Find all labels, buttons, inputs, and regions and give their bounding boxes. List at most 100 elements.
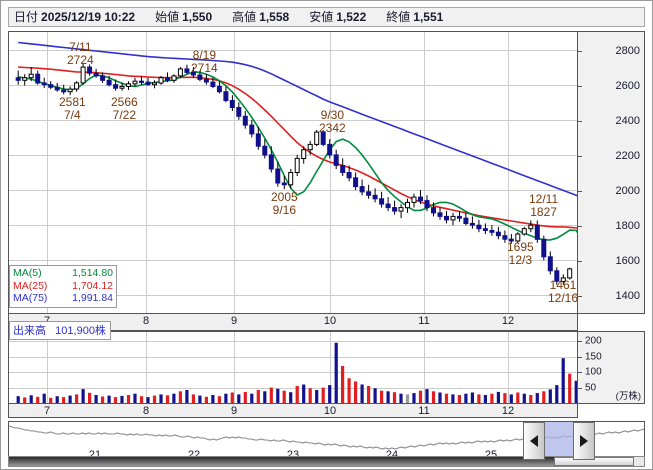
price-axis: 2800 2600 2400 2200 2000 1800 1600 1400: [578, 31, 645, 314]
x-axis-label: 12: [501, 405, 515, 417]
annotation-line: 1695: [507, 240, 534, 254]
quote-info-bar: 日付 2025/12/19 10:22 始値 1,550 高値 1,558 安値…: [8, 7, 645, 27]
price-axis-tick: 2600: [615, 79, 640, 92]
price-annotation-a-7-22: 2566 7/22: [111, 96, 138, 121]
volume-label: 出来高: [13, 325, 46, 337]
high-value: 1,558: [259, 10, 290, 24]
price-annotation-a-9-16: 2005 9/16: [271, 191, 298, 216]
annotation-line: 2714: [191, 60, 218, 75]
price-axis-tick-mark: [578, 261, 582, 263]
candlestick-plot: [9, 32, 577, 313]
annotation-line: 8/19: [192, 48, 217, 62]
scrollbar-track[interactable]: [9, 457, 554, 466]
range-right-handle[interactable]: [573, 422, 595, 460]
low-label: 安値: [309, 10, 334, 24]
price-axis-tick: 1600: [615, 255, 640, 268]
volume-axis-tick: 200: [585, 335, 602, 347]
volume-x-axis: 7 8 9 10 11 12: [8, 404, 578, 418]
price-axis-tick-mark: [578, 296, 582, 298]
price-annotation-a-12-11: 12/11 1827: [529, 193, 558, 218]
volume-axis-tick-mark: [578, 341, 582, 343]
x-axis-label: 10: [323, 405, 337, 417]
volume-axis: 200 150 100 50 (万株): [578, 331, 645, 404]
annotation-line: 9/30: [320, 108, 345, 122]
ma25-name: MA(25): [13, 279, 48, 292]
price-axis-tick: 2000: [615, 185, 640, 198]
price-annotation-a-9-30: 9/30 2342: [319, 109, 346, 134]
open-label: 始値: [155, 10, 180, 24]
volume-axis-tick: 100: [585, 366, 602, 378]
volume-axis-tick-mark: [578, 372, 582, 374]
ma-legend-row: MA(25) 1,704.12: [13, 280, 113, 293]
high-label: 高値: [232, 10, 257, 24]
price-axis-tick-mark: [578, 191, 582, 193]
volume-axis-tick: 50: [585, 382, 597, 394]
annotation-line: 9/16: [272, 202, 297, 217]
right-arrow-icon: [580, 435, 588, 447]
annotation-line: 7/4: [64, 107, 81, 122]
volume-chart-panel[interactable]: [8, 331, 578, 404]
range-left-handle[interactable]: [523, 422, 545, 460]
x-axis-label: 9: [230, 405, 238, 417]
annotation-line: 2581: [59, 95, 86, 109]
price-axis-tick: 2200: [615, 149, 640, 162]
price-annotation-a-7-4: 2581 7/4: [59, 96, 86, 121]
annotation-line: 1461: [549, 278, 577, 292]
date-label: 日付: [14, 10, 39, 24]
ma-legend-row: MA(75) 1,991.84: [13, 292, 113, 305]
price-axis-tick: 2400: [615, 114, 640, 127]
annotation-line: 12/16: [548, 290, 579, 305]
price-annotation-a-12-16: 1461 12/16: [548, 279, 578, 304]
date-value: 2025/12/19 10:22: [41, 10, 136, 24]
annotation-line: 2724: [67, 52, 94, 67]
ma5-value: 1,514.80: [72, 267, 113, 279]
volume-value: 101,900株: [55, 325, 106, 337]
x-axis-label: 9: [230, 315, 238, 327]
price-axis-tick-mark: [578, 155, 582, 157]
volume-bars-plot: [9, 332, 577, 403]
x-axis-label: 11: [418, 315, 430, 327]
price-annotation-a-7-11: 7/11 2724: [67, 41, 94, 66]
x-axis-label: 8: [142, 405, 150, 417]
volume-axis-tick: 150: [585, 351, 602, 363]
volume-unit-label: (万株): [615, 391, 641, 402]
x-axis-label: 10: [323, 315, 337, 327]
price-axis-tick-mark: [578, 226, 582, 228]
price-axis-tick-mark: [578, 120, 582, 122]
annotation-line: 1827: [530, 204, 557, 219]
x-axis-label: 8: [142, 315, 150, 327]
moving-average-legend: MA(5) 1,514.80 MA(25) 1,704.12 MA(75) 1,991…: [9, 265, 117, 308]
ma75-name: MA(75): [13, 292, 48, 304]
price-axis-tick-mark: [578, 50, 582, 52]
volume-legend: 出来高 101,900株: [9, 321, 111, 340]
ma75-value: 1,991.84: [72, 292, 113, 304]
x-axis-label: 11: [418, 405, 430, 417]
horizontal-scrollbar[interactable]: [8, 456, 645, 467]
price-axis-tick: 1400: [615, 290, 640, 303]
open-value: 1,550: [182, 10, 213, 24]
annotation-line: 12/3: [508, 252, 533, 267]
annotation-line: 7/11: [69, 40, 92, 54]
ma25-value: 1,704.12: [72, 279, 113, 292]
low-value: 1,522: [336, 10, 367, 24]
annotation-line: 12/11: [529, 192, 559, 206]
annotation-line: 2566: [111, 95, 138, 109]
close-label: 終値: [386, 10, 411, 24]
annotation-line: 2005: [271, 190, 298, 204]
annotation-line: 2342: [319, 120, 346, 135]
x-axis-label: 7: [43, 405, 51, 417]
price-axis-tick: 1800: [615, 220, 640, 233]
price-annotation-a-12-3: 1695 12/3: [507, 241, 534, 266]
price-axis-tick-mark: [578, 85, 582, 87]
volume-axis-tick-mark: [578, 356, 582, 358]
ma5-name: MA(5): [13, 267, 42, 279]
price-annotation-a-8-19: 8/19 2714: [191, 49, 218, 74]
left-arrow-icon: [530, 435, 538, 447]
x-axis-label: 12: [501, 315, 515, 327]
price-axis-tick: 2800: [615, 44, 640, 57]
close-value: 1,551: [413, 10, 444, 24]
volume-axis-tick-mark: [578, 387, 582, 389]
annotation-line: 7/22: [112, 107, 137, 122]
